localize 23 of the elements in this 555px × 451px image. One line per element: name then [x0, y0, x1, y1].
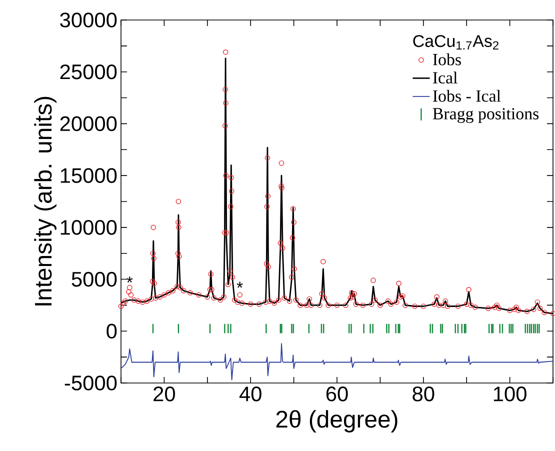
y-tick-label: 0	[106, 324, 117, 339]
line-series	[120, 343, 554, 380]
x-tick-label: 80	[412, 386, 434, 402]
y-axis-title: Intensity (arb. units)	[34, 96, 56, 306]
y-tick-label: 5000	[72, 272, 117, 287]
y-tick-label: 25000	[60, 64, 117, 80]
annotation: *	[236, 282, 243, 288]
x-tick-label: 60	[326, 386, 348, 402]
y-tick-label: 10000	[60, 220, 117, 235]
x-tick-label: 20	[154, 386, 176, 402]
x-axis-title: 2θ (degree)	[276, 410, 398, 432]
y-tick-label: -5000	[64, 376, 117, 390]
legend-label: Ical	[432, 72, 458, 84]
legend-label: Bragg positions	[432, 108, 539, 123]
legend-label: Iobs - Ical	[432, 90, 501, 102]
x-tick-label: 40	[239, 386, 262, 402]
legend-title: CaCu$_{1.7}$As$_{2}$	[413, 35, 498, 50]
y-tick-label: 15000	[60, 168, 117, 183]
annotation: *	[126, 276, 133, 283]
y-tick-label: 30000	[60, 12, 117, 28]
y-tick-label: 20000	[60, 116, 117, 132]
legend-label: Iobs	[432, 53, 461, 66]
x-tick-label: 100	[494, 386, 526, 402]
